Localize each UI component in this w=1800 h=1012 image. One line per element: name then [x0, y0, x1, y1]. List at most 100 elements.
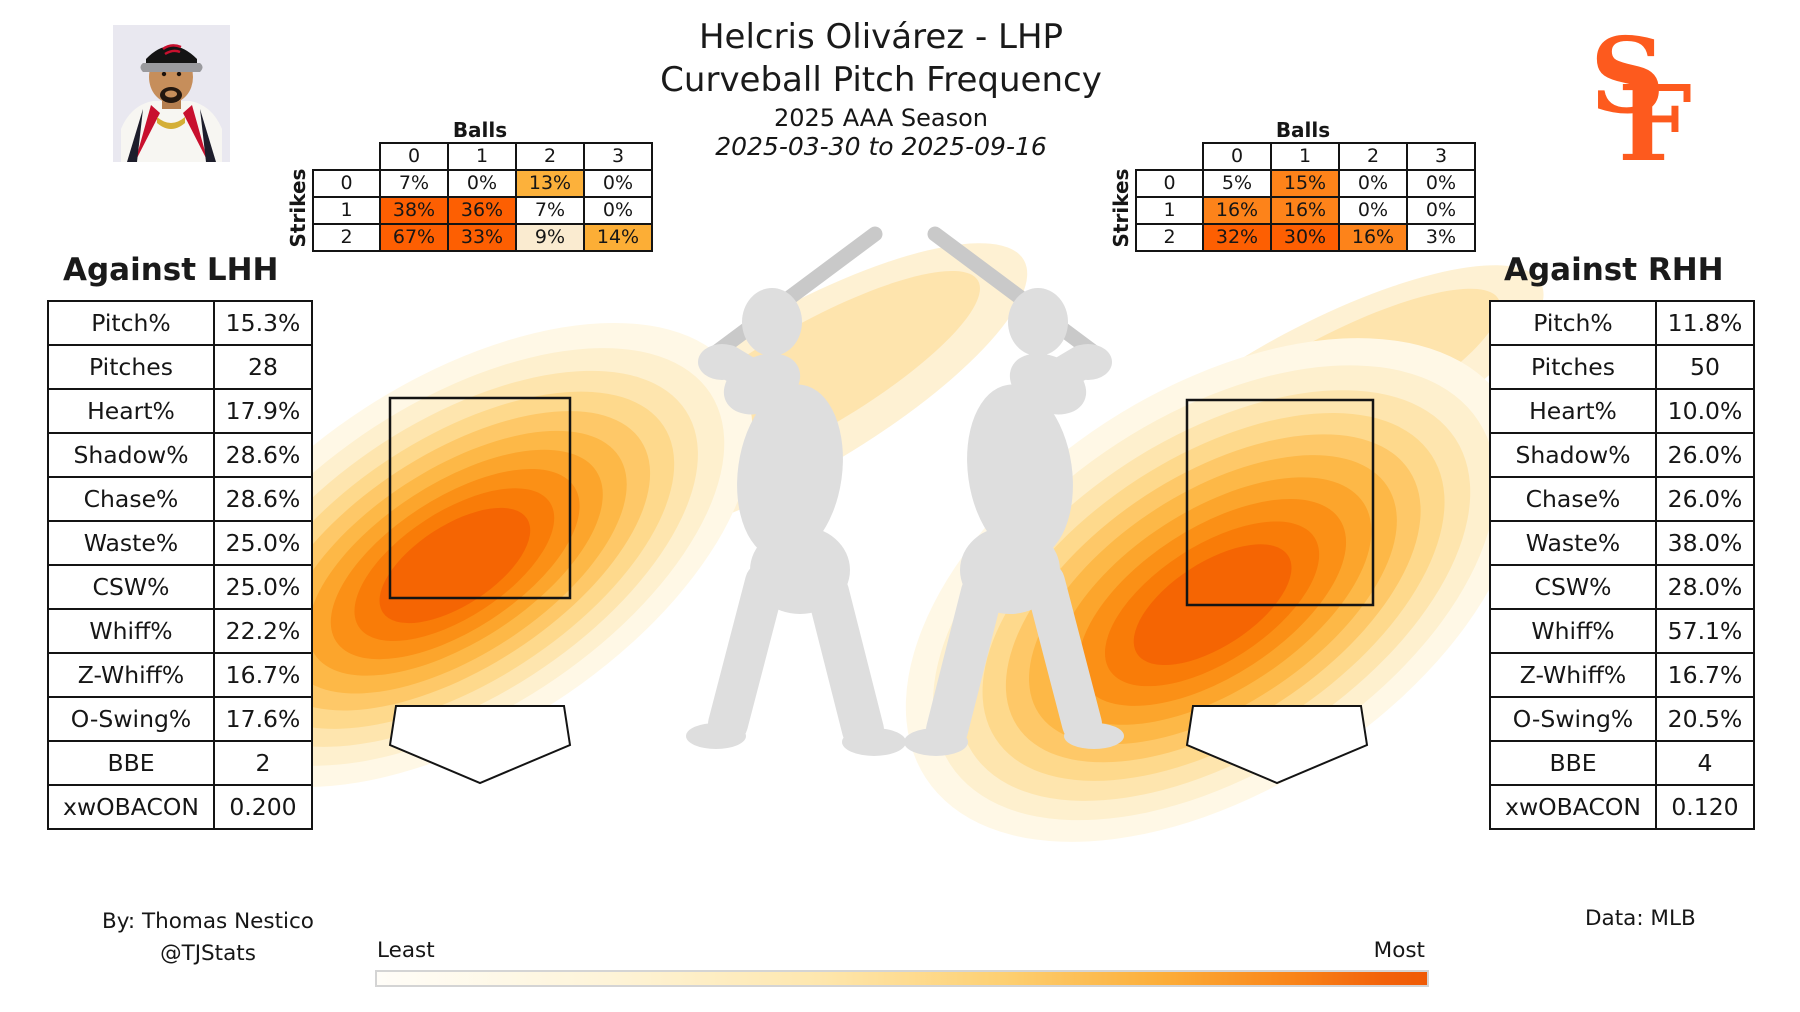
- count-frequency-cell: 14%: [583, 223, 653, 252]
- stat-label: Whiff%: [47, 608, 215, 654]
- stat-label: Heart%: [1489, 388, 1657, 434]
- stat-row: CSW% 28.0%: [1489, 564, 1755, 610]
- stat-value: 0.120: [1655, 784, 1755, 830]
- stat-value: 16.7%: [1655, 652, 1755, 698]
- against-rhh-heading: Against RHH: [1504, 252, 1724, 288]
- stat-label: O-Swing%: [1489, 696, 1657, 742]
- stat-label: Shadow%: [1489, 432, 1657, 478]
- balls-col-header: 2: [1338, 142, 1408, 171]
- title-block: Helcris Olivárez - LHP Curveball Pitch F…: [660, 16, 1102, 162]
- stat-label: Shadow%: [47, 432, 215, 478]
- grid-corner: [1136, 143, 1203, 170]
- strikes-row-header: 0: [1135, 169, 1204, 198]
- player-headshot-graphic: [113, 25, 230, 162]
- stat-label: xwOBACON: [1489, 784, 1657, 830]
- author-credit-line1: By: Thomas Nestico: [102, 909, 314, 934]
- author-credit-line2: @TJStats: [160, 941, 256, 967]
- count-frequency-cell: 0%: [583, 169, 653, 198]
- stat-label: Whiff%: [1489, 608, 1657, 654]
- page-subtitle: Curveball Pitch Frequency: [660, 59, 1102, 100]
- count-frequency-cell: 9%: [515, 223, 585, 252]
- stat-value: 10.0%: [1655, 388, 1755, 434]
- stat-row: Shadow% 26.0%: [1489, 432, 1755, 478]
- stat-row: Pitch% 11.8%: [1489, 300, 1755, 346]
- stat-row: Heart% 17.9%: [47, 388, 313, 434]
- against-lhh-heading: Against LHH: [63, 252, 279, 288]
- stat-value: 15.3%: [213, 300, 313, 346]
- count-frequency-cell: 5%: [1202, 169, 1272, 198]
- stat-value: 20.5%: [1655, 696, 1755, 742]
- stat-label: Heart%: [47, 388, 215, 434]
- balls-col-header: 1: [447, 142, 517, 171]
- stat-row: O-Swing% 17.6%: [47, 696, 313, 742]
- stat-row: Whiff% 22.2%: [47, 608, 313, 654]
- stat-value: 28: [213, 344, 313, 390]
- stat-row: Chase% 28.6%: [47, 476, 313, 522]
- date-range-label: 2025-03-30 to 2025-09-16: [715, 131, 1047, 161]
- author-credit: By: Thomas Nestico @TJStats: [86, 906, 330, 971]
- balls-col-header: 3: [583, 142, 653, 171]
- balls-col-header: 1: [1270, 142, 1340, 171]
- balls-axis-label-rhh: Balls: [1275, 118, 1331, 142]
- stat-row: BBE 4: [1489, 740, 1755, 786]
- count-frequency-cell: 0%: [583, 196, 653, 225]
- stat-row: O-Swing% 20.5%: [1489, 696, 1755, 742]
- stat-row: Pitches 28: [47, 344, 313, 390]
- strikes-row-header: 2: [312, 223, 381, 252]
- grid-corner: [313, 143, 380, 170]
- stat-label: Pitch%: [47, 300, 215, 346]
- team-logo: S F: [1588, 14, 1698, 185]
- count-frequency-cell: 16%: [1202, 196, 1272, 225]
- strikes-row-header: 1: [1135, 196, 1204, 225]
- stat-label: Z-Whiff%: [47, 652, 215, 698]
- stat-value: 17.6%: [213, 696, 313, 742]
- balls-col-header: 0: [379, 142, 449, 171]
- count-frequency-cell: 0%: [1338, 196, 1408, 225]
- stat-label: CSW%: [1489, 564, 1657, 610]
- stat-label: BBE: [47, 740, 215, 786]
- data-source-label: Data: MLB: [1585, 906, 1696, 931]
- stat-row: Pitches 50: [1489, 344, 1755, 390]
- stat-row: Pitch% 15.3%: [47, 300, 313, 346]
- stat-label: Pitches: [47, 344, 215, 390]
- stat-value: 16.7%: [213, 652, 313, 698]
- strike-zone-rhh: [1185, 398, 1375, 607]
- stat-value: 4: [1655, 740, 1755, 786]
- balls-axis-label-lhh: Balls: [452, 118, 508, 142]
- stat-row: CSW% 25.0%: [47, 564, 313, 610]
- stats-table-rhh: Pitch% 11.8% Pitches 50 Heart% 10.0% Shadow% 26…: [1489, 300, 1755, 830]
- count-frequency-cell: 32%: [1202, 223, 1272, 252]
- stat-row: xwOBACON 0.200: [47, 784, 313, 830]
- stat-label: Pitch%: [1489, 300, 1657, 346]
- stat-label: Chase%: [47, 476, 215, 522]
- count-grid-lhh: Balls Strikes 0 1 2 3 0 7% 0% 13% 0% 1 38% 36% 7% 0% 2…: [286, 118, 653, 252]
- strikes-row-header: 2: [1135, 223, 1204, 252]
- count-frequency-cell: 3%: [1406, 223, 1476, 252]
- count-frequency-cell: 7%: [515, 196, 585, 225]
- stat-label: O-Swing%: [47, 696, 215, 742]
- count-frequency-cell: 36%: [447, 196, 517, 225]
- stat-label: BBE: [1489, 740, 1657, 786]
- stat-value: 38.0%: [1655, 520, 1755, 566]
- stat-label: CSW%: [47, 564, 215, 610]
- count-frequency-cell: 30%: [1270, 223, 1340, 252]
- page-title: Helcris Olivárez - LHP: [698, 17, 1064, 57]
- stat-value: 28.6%: [213, 432, 313, 478]
- stat-value: 28.6%: [213, 476, 313, 522]
- stat-value: 0.200: [213, 784, 313, 830]
- balls-col-header: 3: [1406, 142, 1476, 171]
- count-frequency-cell: 15%: [1270, 169, 1340, 198]
- stat-row: Z-Whiff% 16.7%: [47, 652, 313, 698]
- count-frequency-cell: 67%: [379, 223, 449, 252]
- legend-most-label: Most: [1373, 938, 1425, 963]
- strikes-axis-label-rhh: Strikes: [1109, 168, 1133, 248]
- count-frequency-cell: 33%: [447, 223, 517, 252]
- legend-least-label: Least: [377, 938, 435, 963]
- home-plate-rhh: [1185, 705, 1369, 785]
- stat-value: 26.0%: [1655, 476, 1755, 522]
- count-frequency-cell: 0%: [1338, 169, 1408, 198]
- stat-value: 22.2%: [213, 608, 313, 654]
- count-frequency-cell: 16%: [1338, 223, 1408, 252]
- strikes-row-header: 0: [312, 169, 381, 198]
- stat-row: Waste% 25.0%: [47, 520, 313, 566]
